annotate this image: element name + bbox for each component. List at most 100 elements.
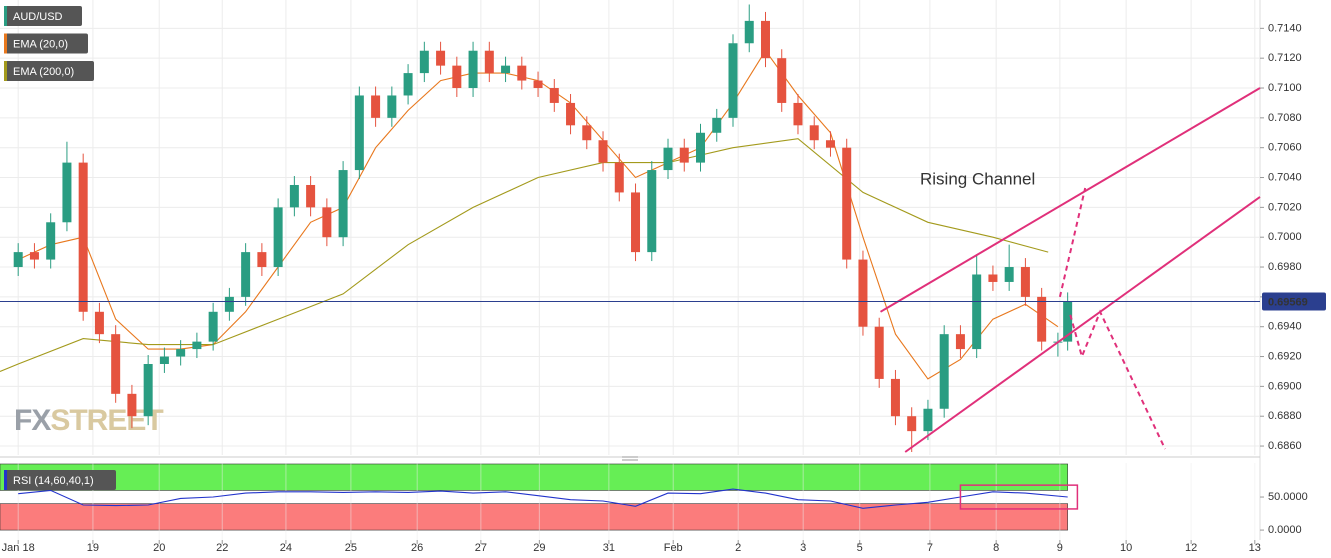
watermark: FXSTREET [14, 404, 163, 437]
x-tick-label: 24 [280, 542, 292, 554]
legend-box [4, 61, 94, 81]
y-tick-label: 0.7000 [1268, 231, 1302, 243]
candle-body [696, 132, 706, 163]
candle-body [777, 58, 787, 103]
legend-box [4, 33, 88, 54]
candle-body [1037, 296, 1047, 342]
candle-body [939, 334, 949, 409]
candle-body [127, 393, 137, 417]
candle-body [192, 341, 202, 350]
legend-swatch [4, 6, 7, 26]
x-tick-label: 19 [87, 542, 99, 554]
candle-body [631, 192, 641, 253]
legend-label: EMA (200,0) [13, 66, 74, 78]
candle-body [452, 65, 462, 89]
candle-body [809, 125, 819, 141]
candle-body [647, 170, 657, 253]
legend-swatch [4, 33, 7, 54]
rsi-legend-box [4, 470, 116, 490]
y-tick-label: 0.6860 [1268, 440, 1302, 452]
y-tick-label: 0.6920 [1268, 350, 1302, 362]
x-tick-label: Jan 18 [2, 542, 35, 554]
candle-body [78, 162, 88, 312]
candle-body [371, 95, 381, 118]
x-tick-label: 5 [857, 542, 863, 554]
rsi-zone [0, 503, 1068, 531]
channel-line [904, 196, 1261, 453]
legend-label: AUD/USD [13, 11, 63, 23]
candle-body [972, 274, 982, 350]
y-tick-label: 0.6980 [1268, 261, 1302, 273]
candle-body [923, 408, 933, 432]
candle-body [208, 311, 218, 342]
y-tick-label: 0.7120 [1268, 52, 1302, 64]
rsi-highlight [959, 484, 1079, 510]
candle-body [533, 80, 543, 89]
x-tick-label: 8 [993, 542, 999, 554]
x-tick-label: 10 [1120, 542, 1132, 554]
candle-body [289, 184, 299, 208]
candle-body [842, 147, 852, 260]
candle-body [988, 274, 998, 282]
candle-body [501, 65, 511, 74]
y-tick-label: 0.7080 [1268, 112, 1302, 124]
legend-swatch [4, 61, 7, 81]
candle-body [338, 170, 348, 238]
projection-line [1058, 187, 1087, 298]
candle-body [484, 50, 494, 74]
x-tick-label: 29 [533, 542, 545, 554]
candle-body [273, 207, 283, 268]
annotation: Rising Channel [920, 169, 1035, 188]
watermark-part: FX [14, 404, 51, 437]
candle-body [1020, 267, 1030, 297]
candle-body [614, 162, 624, 193]
last-price-tag [1262, 292, 1326, 311]
ema-line [0, 138, 1049, 373]
x-tick-label: 3 [800, 542, 806, 554]
x-tick-label: 9 [1057, 542, 1063, 554]
candle-body [874, 326, 884, 379]
y-tick-label: 0.7040 [1268, 171, 1302, 183]
candle-body [241, 252, 251, 297]
candle-body [306, 184, 316, 208]
candle-body [712, 117, 722, 133]
candle-body [1063, 301, 1073, 342]
candle-body [679, 147, 689, 163]
candle-body [566, 102, 576, 126]
candle-body [598, 140, 608, 163]
x-tick-label: 25 [345, 542, 357, 554]
legend-swatch [4, 470, 7, 490]
y-tick-label: 0.7020 [1268, 201, 1302, 213]
rsi-title: RSI (14,60,40,1) [13, 475, 94, 487]
candle-body [436, 50, 446, 66]
projection-line [1069, 309, 1167, 450]
x-tick-label: 2 [735, 542, 741, 554]
candle-body [858, 259, 868, 327]
candle-body [582, 125, 592, 141]
candle-body [176, 349, 186, 357]
legend-box [4, 6, 82, 26]
candle-body [387, 95, 397, 118]
x-tick-label: 12 [1185, 542, 1197, 554]
x-tick-label: 27 [475, 542, 487, 554]
candle-body [29, 252, 39, 260]
x-tick-label: 31 [603, 542, 615, 554]
y-tick-label: 0.6940 [1268, 321, 1302, 333]
x-tick-label: 7 [927, 542, 933, 554]
candle-body [13, 252, 23, 268]
candle-body [760, 20, 770, 59]
x-tick-label: 22 [216, 542, 228, 554]
y-tick-label: 0.7100 [1268, 82, 1302, 94]
y-tick-label: 50.0000 [1268, 491, 1308, 503]
candle-body [663, 147, 673, 171]
candle-body [549, 88, 559, 103]
rsi-line [18, 488, 1068, 509]
legend-label: EMA (20,0) [13, 38, 68, 50]
candle-body [403, 73, 413, 96]
x-tick-label: 26 [411, 542, 423, 554]
y-tick-label: 0.7060 [1268, 142, 1302, 154]
y-tick-label: 0.6880 [1268, 410, 1302, 422]
candle-body [890, 378, 900, 417]
